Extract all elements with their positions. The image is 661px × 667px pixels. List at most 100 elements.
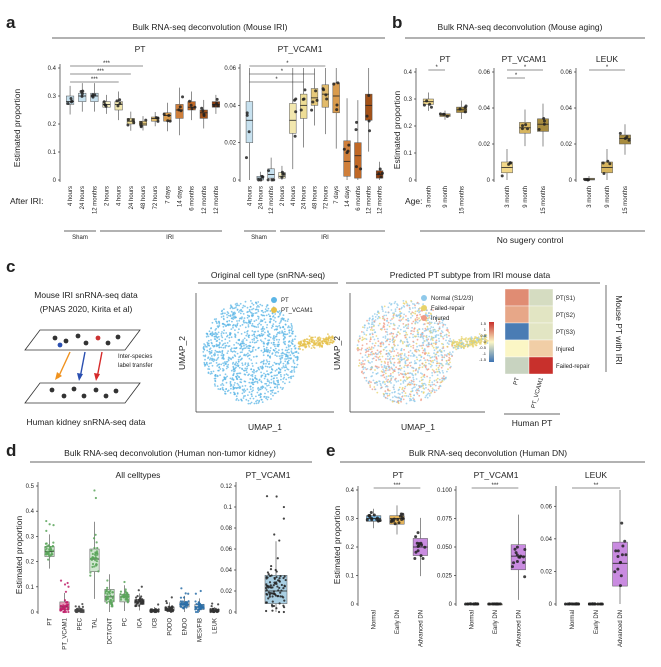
- data-point: [180, 603, 183, 606]
- umap-point: [270, 398, 272, 400]
- umap-point: [239, 351, 242, 354]
- umap-point: [208, 350, 211, 353]
- umap-point: [367, 353, 370, 356]
- umap-point: [244, 363, 247, 366]
- umap-point: [254, 377, 256, 379]
- umap-point: [422, 303, 424, 305]
- data-point: [126, 601, 130, 604]
- umap-point: [419, 364, 421, 367]
- umap-point: [276, 333, 278, 336]
- umap-point: [428, 323, 431, 326]
- umap-point: [376, 365, 378, 368]
- category-label: 9 month: [443, 186, 449, 208]
- data-point: [50, 553, 53, 556]
- umap-point: [385, 352, 388, 355]
- umap-point: [371, 315, 374, 318]
- umap-point: [383, 318, 386, 321]
- umap-point: [416, 358, 419, 361]
- umap-point: [388, 353, 391, 356]
- umap1-frame: [195, 293, 334, 413]
- umap-point: [292, 359, 295, 362]
- umap-point: [387, 369, 389, 371]
- umap-point: [435, 339, 438, 342]
- umap-point: [411, 326, 413, 329]
- umap-point: [267, 349, 270, 351]
- umap-point: [401, 386, 404, 389]
- umap-point: [235, 341, 238, 344]
- data-point: [279, 595, 282, 598]
- umap-point: [452, 346, 455, 349]
- umap-point: [420, 356, 423, 358]
- umap-point: [241, 368, 244, 371]
- umap-point: [210, 327, 212, 330]
- umap-point: [262, 333, 265, 336]
- umap-point: [327, 340, 330, 342]
- umap-point: [449, 361, 451, 364]
- umap-point: [402, 382, 405, 384]
- y-tick-label: 0.02: [540, 569, 552, 575]
- data-point: [48, 555, 51, 558]
- data-point: [265, 592, 268, 596]
- chart-b-PT_VCAM1: 00.020.040.063 month 9 month 15 months**: [478, 65, 549, 214]
- umap-point: [389, 360, 392, 363]
- category-label: 2 hours: [280, 186, 286, 206]
- data-point: [608, 162, 612, 166]
- umap-point: [409, 349, 412, 352]
- data-point: [270, 574, 273, 577]
- umap-point: [265, 326, 268, 329]
- umap-point: [425, 312, 427, 314]
- umap-point: [392, 386, 395, 389]
- heatmap-cell: [528, 356, 554, 375]
- data-point: [193, 105, 197, 109]
- umap-point: [446, 362, 448, 364]
- umap-point: [392, 371, 394, 374]
- umap-point: [367, 381, 370, 383]
- umap-point: [360, 362, 363, 364]
- umap-point: [331, 341, 334, 344]
- umap-point: [277, 331, 279, 334]
- umap-point: [321, 341, 323, 343]
- umap-point: [263, 359, 265, 362]
- umap-point: [248, 391, 251, 393]
- legend2-failed-swatch: [421, 305, 427, 311]
- umap-point: [399, 312, 402, 315]
- category-label: ENDO: [183, 618, 189, 636]
- umap-point: [241, 385, 244, 387]
- box: [300, 93, 308, 119]
- umap-point: [237, 384, 240, 386]
- umap-point: [217, 331, 220, 334]
- umap-point: [412, 340, 415, 343]
- umap-point: [387, 311, 390, 314]
- data-point: [139, 125, 143, 129]
- umap-point: [416, 321, 419, 324]
- umap-point: [219, 368, 222, 370]
- umap-point: [284, 343, 287, 346]
- data-point: [109, 594, 112, 598]
- data-point: [619, 574, 623, 578]
- data-point: [64, 610, 68, 614]
- umap-point: [448, 340, 450, 342]
- data-point: [512, 561, 516, 565]
- umap-point: [429, 327, 432, 330]
- data-point: [216, 610, 220, 613]
- umap-point: [266, 398, 269, 401]
- umap-point: [266, 334, 269, 337]
- umap-point: [384, 383, 386, 386]
- umap-point: [484, 336, 486, 339]
- data-point: [347, 143, 351, 147]
- umap-point: [257, 304, 259, 307]
- umap-point: [221, 344, 224, 347]
- umap-point: [217, 335, 220, 338]
- umap-point: [383, 370, 385, 372]
- umap-point: [278, 331, 281, 333]
- umap-point: [270, 375, 273, 378]
- umap-point: [356, 344, 359, 346]
- umap-point: [216, 365, 219, 367]
- umap-point: [287, 325, 290, 328]
- legend1-pt-label: PT: [281, 298, 289, 304]
- data-point: [542, 119, 546, 123]
- umap-point: [441, 342, 443, 345]
- umap-point: [470, 336, 473, 338]
- umap-point: [417, 348, 420, 351]
